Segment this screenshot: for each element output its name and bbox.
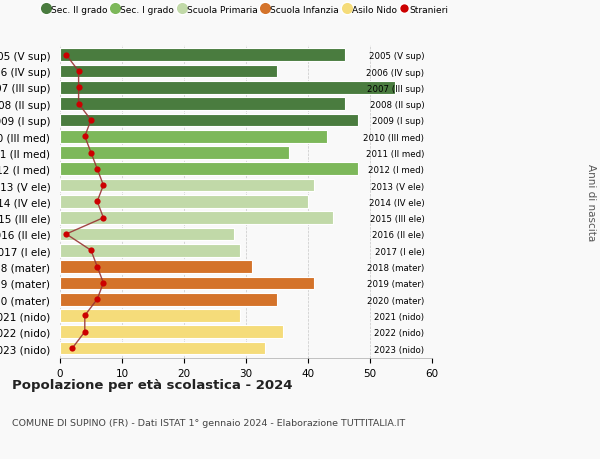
Point <box>86 117 96 124</box>
Bar <box>60 244 240 257</box>
Bar <box>60 147 289 160</box>
Point <box>92 296 102 303</box>
Bar <box>60 342 265 355</box>
Point <box>80 133 89 140</box>
Point <box>80 312 89 319</box>
Bar <box>60 98 345 111</box>
Point <box>98 280 108 287</box>
Bar <box>60 261 252 273</box>
Bar <box>60 82 395 95</box>
Point <box>74 101 83 108</box>
Text: Anni di nascita: Anni di nascita <box>586 163 596 241</box>
Point <box>74 84 83 92</box>
Point <box>74 68 83 76</box>
Bar <box>60 49 345 62</box>
Bar <box>60 66 277 78</box>
Point <box>98 182 108 190</box>
Bar <box>60 277 314 290</box>
Point <box>92 263 102 271</box>
Bar <box>60 309 240 322</box>
Point <box>92 166 102 173</box>
Bar <box>60 212 333 224</box>
Point <box>98 214 108 222</box>
Bar <box>60 179 314 192</box>
Bar <box>60 293 277 306</box>
Bar <box>60 326 283 338</box>
Point <box>86 150 96 157</box>
Legend: Sec. II grado, Sec. I grado, Scuola Primaria, Scuola Infanzia, Asilo Nido, Stran: Sec. II grado, Sec. I grado, Scuola Prim… <box>40 2 452 18</box>
Bar <box>60 163 358 176</box>
Bar <box>60 131 326 143</box>
Point <box>61 52 71 59</box>
Text: Popolazione per età scolastica - 2024: Popolazione per età scolastica - 2024 <box>12 379 293 392</box>
Point <box>92 198 102 206</box>
Point <box>80 328 89 336</box>
Bar <box>60 114 358 127</box>
Bar <box>60 228 233 241</box>
Bar <box>60 196 308 208</box>
Point <box>61 231 71 238</box>
Text: COMUNE DI SUPINO (FR) - Dati ISTAT 1° gennaio 2024 - Elaborazione TUTTITALIA.IT: COMUNE DI SUPINO (FR) - Dati ISTAT 1° ge… <box>12 418 405 427</box>
Point <box>68 345 77 352</box>
Point <box>86 247 96 254</box>
